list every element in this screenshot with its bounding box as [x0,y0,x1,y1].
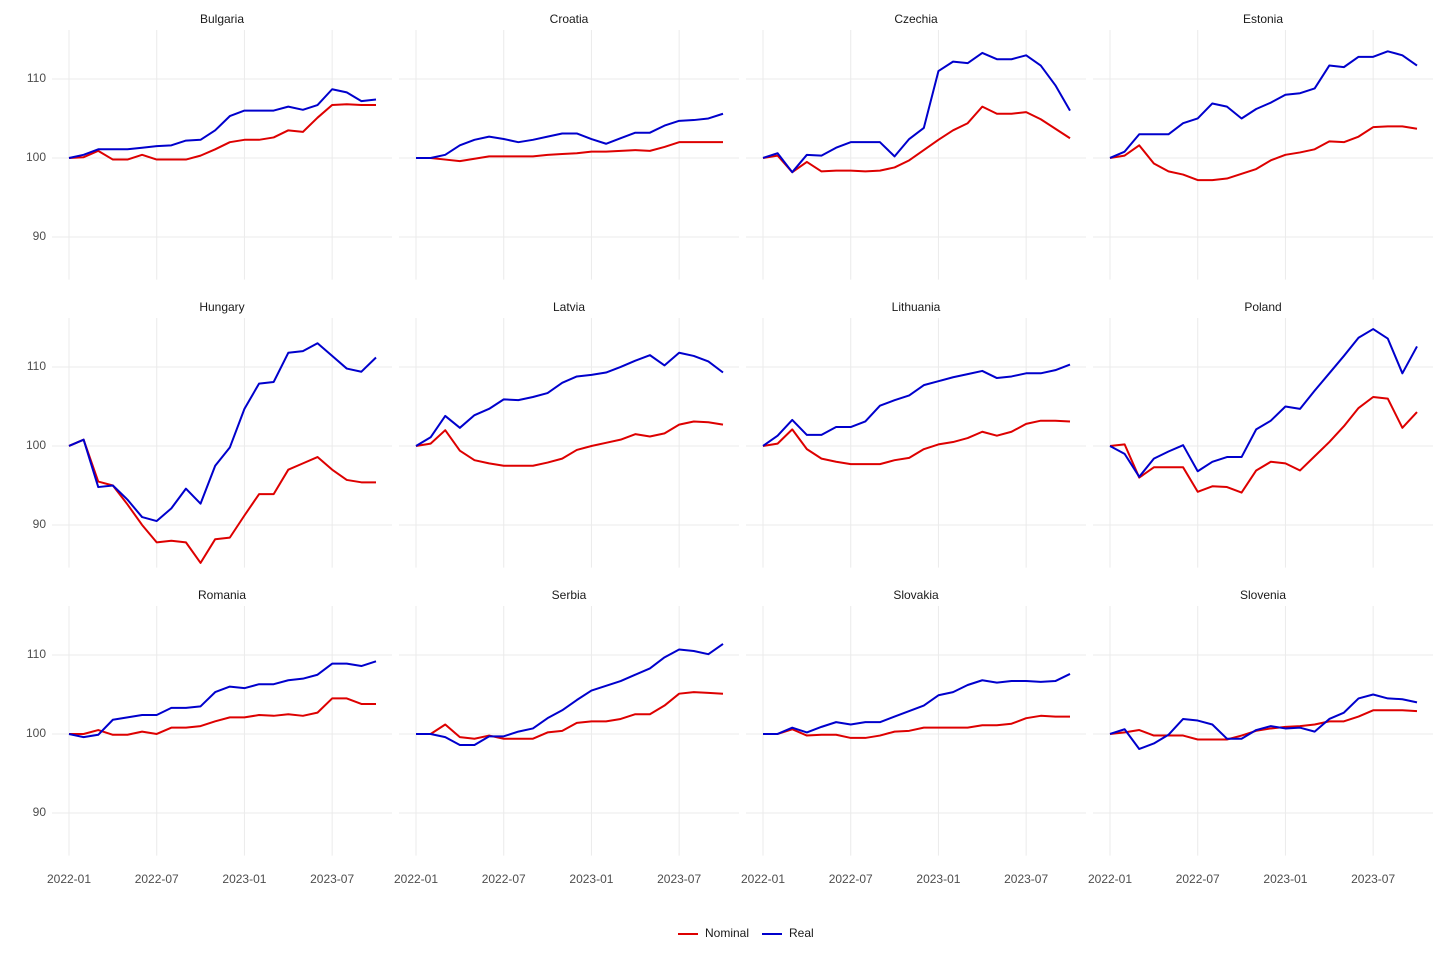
x-tick-label: 2023-07 [657,872,701,886]
facet-title: Slovenia [1240,588,1286,602]
x-tick-label: 2023-07 [1004,872,1048,886]
x-tick-label: 2022-07 [482,872,526,886]
x-tick-label: 2023-07 [1351,872,1395,886]
series-line [1109,693,1418,750]
x-tick-label: 2022-01 [47,872,91,886]
series-line [762,51,1071,174]
series-line [68,660,377,739]
y-tick-label: 90 [33,229,47,243]
x-tick-label: 2023-01 [916,872,960,886]
y-tick-label: 110 [27,71,46,85]
y-tick-label: 100 [26,438,46,452]
x-tick-label: 2023-07 [310,872,354,886]
series-line [1109,709,1418,741]
facet-title: Serbia [552,588,587,602]
series-line [1109,328,1418,478]
facet-title: Slovakia [893,588,939,602]
facet-title: Estonia [1243,12,1283,26]
x-tick-label: 2022-01 [1088,872,1132,886]
facet-title: Croatia [550,12,589,26]
y-tick-label: 110 [27,647,46,661]
series-line [69,697,376,736]
facet-title: Bulgaria [200,12,244,26]
x-tick-label: 2022-07 [1176,872,1220,886]
x-tick-label: 2022-01 [394,872,438,886]
series-line [416,141,723,163]
series-line [1109,50,1418,159]
y-tick-label: 110 [27,359,46,373]
series-line [416,643,724,747]
x-tick-label: 2022-07 [829,872,873,886]
series-line [1109,125,1418,182]
series-line [1109,396,1418,494]
legend-label: Nominal [705,926,749,940]
y-tick-label: 100 [26,150,46,164]
y-tick-label: 90 [33,517,47,531]
series-line [415,351,724,447]
series-line [68,88,377,159]
facet-title: Romania [198,588,246,602]
y-tick-label: 90 [33,805,47,819]
x-tick-label: 2023-01 [569,872,613,886]
series-line [762,419,1071,466]
facet-title: Lithuania [892,300,941,314]
facet-title: Hungary [199,300,244,314]
x-tick-label: 2023-01 [222,872,266,886]
series-line [68,342,377,523]
x-tick-label: 2023-01 [1263,872,1307,886]
facet-title: Latvia [553,300,585,314]
facet-title: Poland [1244,300,1281,314]
series-line [416,112,724,159]
series-line [68,103,376,161]
x-tick-label: 2022-07 [135,872,179,886]
series-line [415,420,724,467]
x-tick-label: 2022-01 [741,872,785,886]
series-line [762,363,1071,447]
series-line [68,438,376,564]
series-line [763,714,1070,739]
facet-title: Czechia [894,12,938,26]
y-tick-label: 100 [26,726,46,740]
series-line [762,105,1071,174]
series-line [416,691,724,740]
legend-label: Real [789,926,814,940]
series-line [763,673,1071,735]
